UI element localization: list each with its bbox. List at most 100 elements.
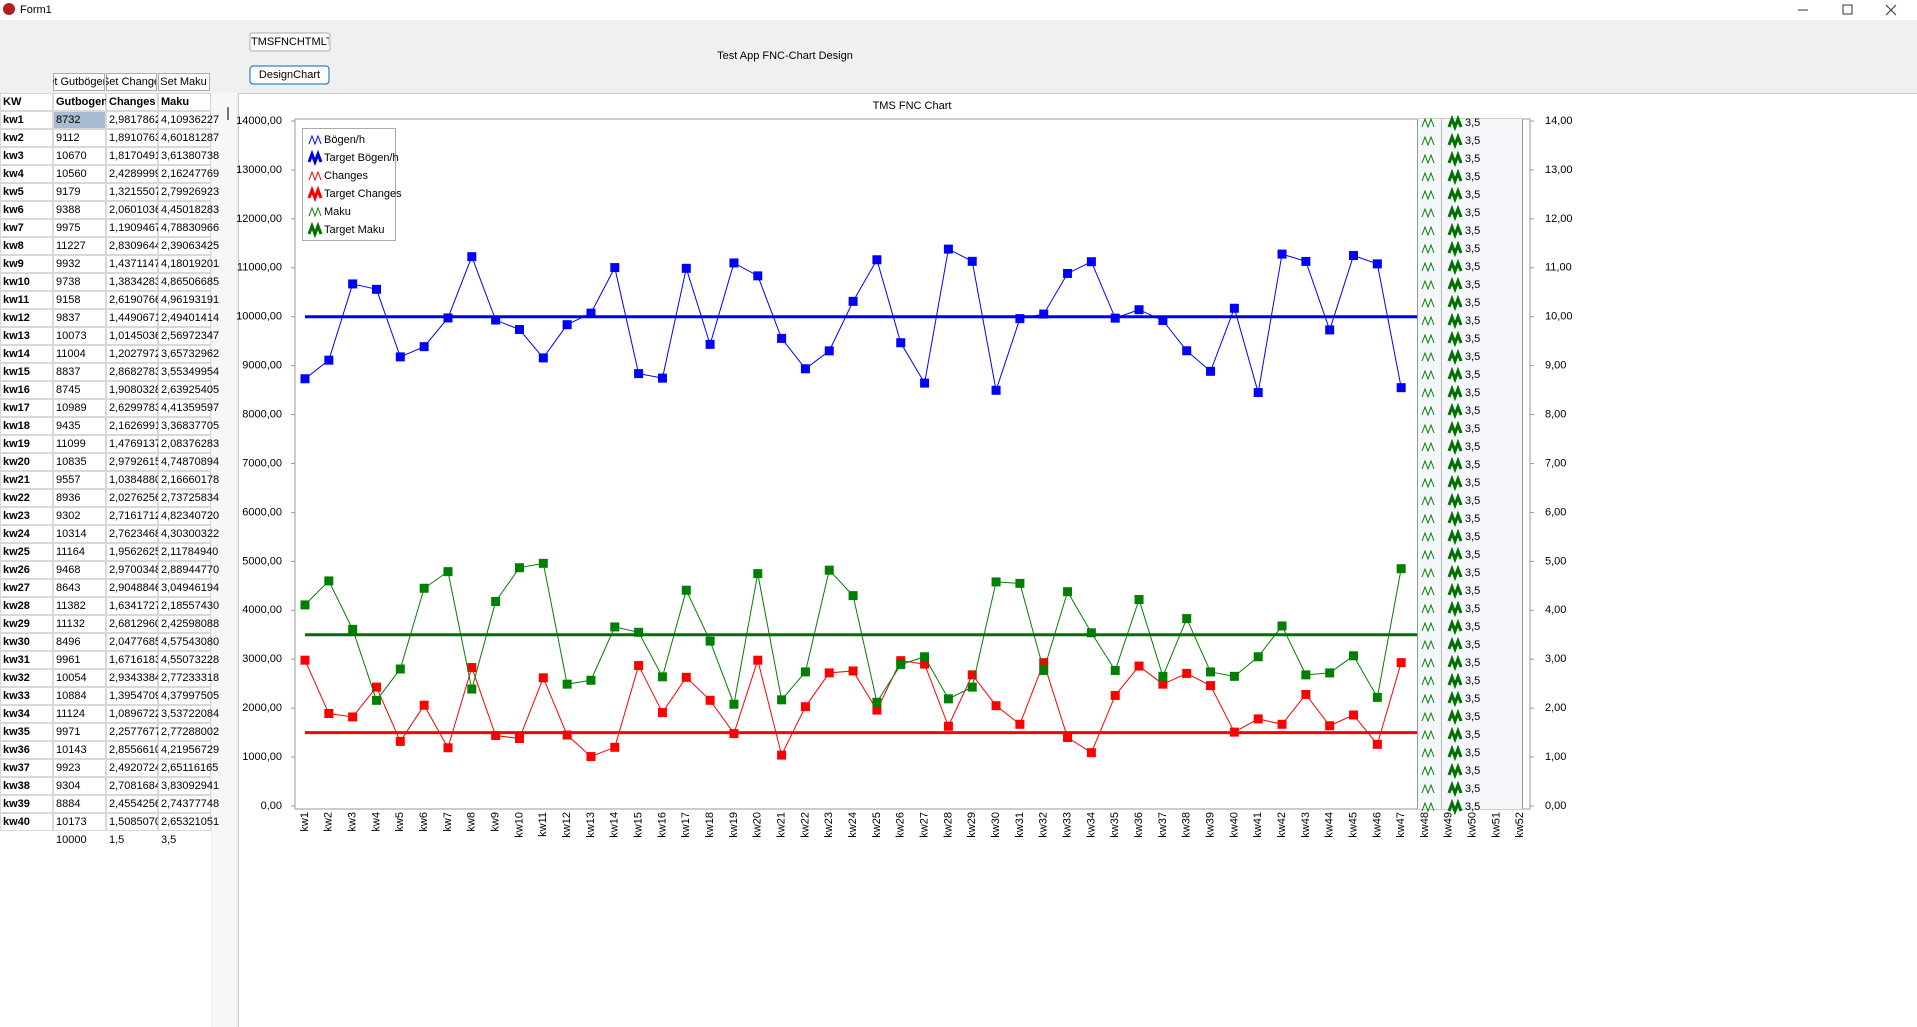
side-panel-icon (1421, 117, 1435, 129)
marker (467, 663, 477, 673)
marker (1372, 692, 1382, 702)
side-panel-label: 3,5 (1465, 261, 1480, 273)
grid-cell (158, 741, 211, 759)
grid-cell (106, 813, 158, 831)
x-tick-label: kw22 (799, 812, 811, 838)
side-panel-icon (1421, 297, 1435, 309)
side-panel-icon (1447, 564, 1463, 582)
close-button[interactable] (1885, 4, 1897, 16)
grid-cell (0, 165, 53, 183)
grid-cell-text: 9557 (56, 474, 80, 486)
grid-button[interactable] (158, 73, 210, 91)
marker (1301, 670, 1311, 680)
grid-cell-text: kw8 (3, 240, 24, 252)
grid-cell-text: kw11 (3, 294, 29, 306)
y2-tick-label: 14,00 (1545, 115, 1573, 127)
marker (610, 622, 620, 632)
marker (324, 355, 334, 365)
marker (824, 346, 834, 356)
marker (705, 636, 715, 646)
side-panel-icon (1421, 675, 1435, 687)
grid-cell-text: kw28 (3, 600, 30, 612)
y2-tick-label: 7,00 (1545, 457, 1566, 469)
maximize-button[interactable] (1842, 4, 1853, 15)
side-panel-label: 3,5 (1465, 387, 1480, 399)
marker (777, 695, 787, 705)
grid-cell-text: 9468 (56, 564, 80, 576)
grid-cell-text: 4,37997505 (161, 690, 219, 702)
x-tick-label: kw32 (1038, 812, 1050, 838)
grid-cell (53, 777, 106, 795)
side-panel-icon (1421, 765, 1435, 777)
grid-cell-text: 2,11784940 (161, 546, 218, 558)
grid-cell (53, 597, 106, 615)
side-panel-label: 3,5 (1465, 603, 1480, 615)
grid-cell-text: kw7 (3, 222, 24, 234)
grid-cell-text: 2,68129605 (109, 618, 167, 630)
grid-cell-text: 2,93433844 (109, 672, 167, 684)
side-panel-icon (1447, 474, 1463, 492)
marker (1277, 621, 1287, 631)
y-tick-label: 7000,00 (242, 457, 282, 469)
grid-cell-text: 2,70816847 (109, 780, 167, 792)
grid-cell (106, 687, 158, 705)
grid-cell (53, 417, 106, 435)
y2-tick-label: 2,00 (1545, 702, 1566, 714)
side-panel-label: 3,5 (1465, 315, 1480, 327)
marker (896, 660, 906, 670)
marker (634, 627, 644, 637)
y-tick-label: 8000,00 (242, 408, 282, 420)
marker (538, 558, 548, 568)
grid-cell-text: kw27 (3, 582, 30, 594)
marker (1277, 719, 1287, 729)
grid-cell-text: 1,03848802 (109, 474, 167, 486)
grid-cell-text: 1,08967228 (109, 708, 167, 720)
x-tick-label: kw46 (1371, 812, 1383, 838)
side-panel-label: 3,5 (1465, 657, 1480, 669)
marker (348, 712, 358, 722)
grid-cell-text: 11124 (56, 708, 85, 720)
grid-button[interactable] (106, 73, 157, 91)
marker (1086, 748, 1096, 758)
side-panel-label: 3,5 (1465, 225, 1480, 237)
side-panel-icon (1447, 312, 1463, 330)
grid-cell-text: kw25 (3, 546, 30, 558)
marker (1206, 667, 1216, 677)
grid-cell-text: 1,39547094 (109, 690, 167, 702)
grid-cell (53, 363, 106, 381)
grid-cell-text: 2,97003486 (109, 564, 167, 576)
grid-cell (158, 687, 211, 705)
grid-cell (53, 543, 106, 561)
grid-cell (106, 183, 158, 201)
x-tick-label: kw6 (418, 812, 430, 832)
grid-cell-text: kw1 (3, 114, 24, 126)
grid-button-label: Set Change (102, 76, 160, 88)
grid-cell (158, 129, 211, 147)
marker (872, 705, 882, 715)
grid-footer-text: 1,5 (109, 834, 124, 846)
grid-button[interactable] (53, 73, 105, 91)
grid-cell-text: kw2 (3, 132, 24, 144)
grid-cell-text: 1,89107630 (109, 132, 167, 144)
x-tick-label: kw4 (370, 812, 382, 832)
marker (395, 352, 405, 362)
grid-cell (0, 327, 53, 345)
x-tick-label: kw42 (1276, 812, 1288, 838)
side-panel-icon (1447, 690, 1463, 708)
marker (348, 279, 358, 289)
x-tick-label: kw50 (1467, 812, 1479, 838)
marker (943, 244, 953, 254)
html-text-button[interactable] (249, 32, 331, 52)
grid-cell-text: kw30 (3, 636, 30, 648)
grid-cell (158, 219, 211, 237)
grid-cell-text: 1,50850703 (109, 816, 167, 828)
grid-cell (106, 219, 158, 237)
side-panel-icon (1421, 171, 1435, 183)
x-tick-label: kw3 (347, 812, 359, 832)
x-tick-label: kw52 (1514, 812, 1526, 838)
grid-cell (53, 165, 106, 183)
grid-cell (106, 381, 158, 399)
x-tick-label: kw18 (704, 812, 716, 838)
design-chart-button[interactable] (249, 65, 330, 85)
x-tick-label: kw37 (1157, 812, 1169, 838)
